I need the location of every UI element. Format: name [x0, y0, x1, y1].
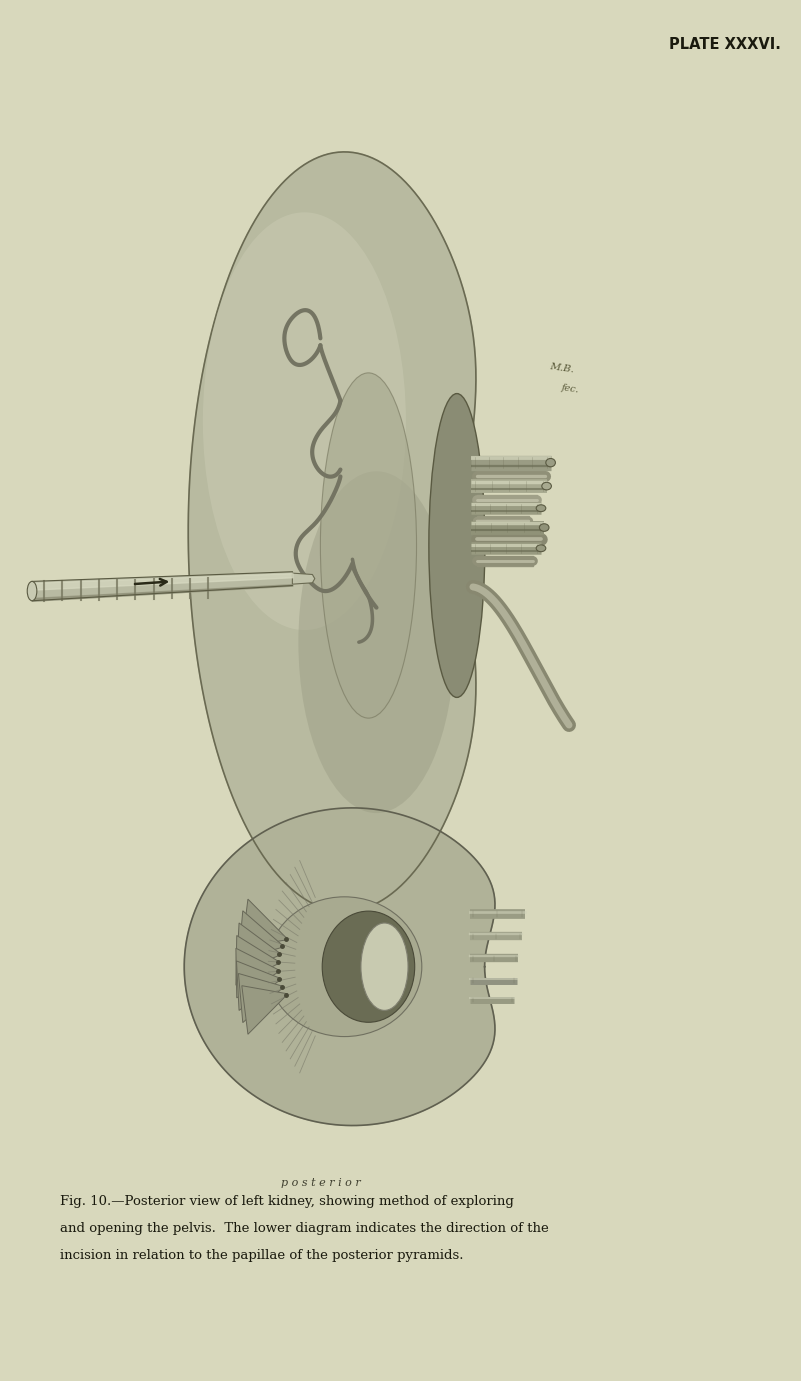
Ellipse shape	[320, 373, 417, 718]
Polygon shape	[188, 152, 476, 911]
Ellipse shape	[361, 923, 408, 1011]
Ellipse shape	[203, 213, 406, 630]
Text: Fig. 10.—Posterior view of left kidney, showing method of exploring: Fig. 10.—Posterior view of left kidney, …	[60, 1195, 514, 1208]
Text: and opening the pelvis.  The lower diagram indicates the direction of the: and opening the pelvis. The lower diagra…	[60, 1222, 549, 1235]
Ellipse shape	[541, 482, 551, 490]
Polygon shape	[236, 923, 282, 972]
Text: fec.: fec.	[561, 383, 580, 394]
Polygon shape	[235, 949, 280, 998]
Ellipse shape	[536, 505, 545, 511]
Ellipse shape	[536, 545, 545, 551]
Ellipse shape	[322, 911, 415, 1022]
Polygon shape	[242, 899, 288, 947]
Polygon shape	[184, 808, 495, 1126]
Ellipse shape	[545, 458, 555, 467]
Polygon shape	[239, 911, 284, 960]
Polygon shape	[292, 573, 315, 584]
Polygon shape	[235, 935, 280, 985]
Text: M.B.: M.B.	[549, 363, 574, 374]
Text: p o s t e r i o r: p o s t e r i o r	[280, 1178, 360, 1188]
Polygon shape	[239, 974, 284, 1022]
Text: incision in relation to the papillae of the posterior pyramids.: incision in relation to the papillae of …	[60, 1248, 464, 1262]
Ellipse shape	[298, 471, 455, 813]
Polygon shape	[236, 961, 282, 1011]
Ellipse shape	[267, 896, 422, 1037]
Polygon shape	[242, 986, 288, 1034]
Ellipse shape	[27, 581, 37, 601]
Ellipse shape	[539, 523, 549, 532]
Text: PLATE XXXVI.: PLATE XXXVI.	[669, 37, 781, 52]
Ellipse shape	[429, 394, 485, 697]
